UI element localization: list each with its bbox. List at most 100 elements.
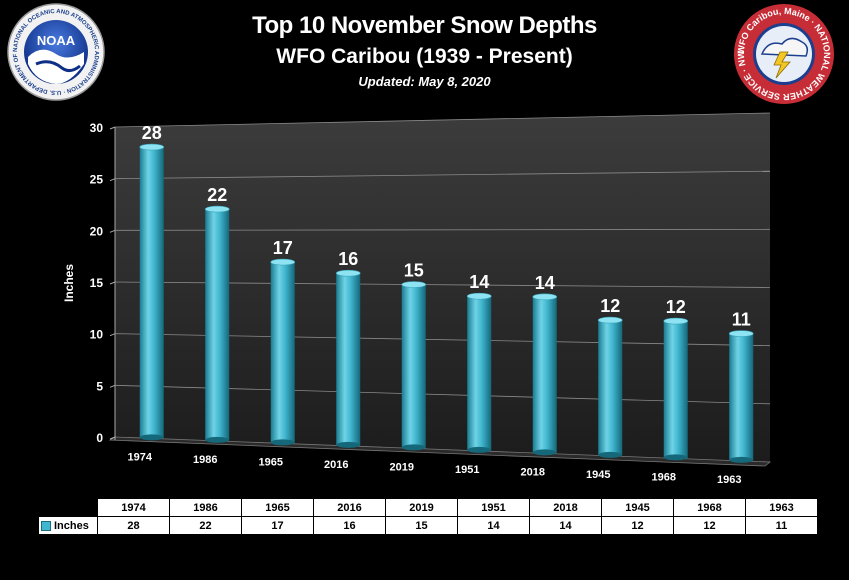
bar-base <box>139 434 164 441</box>
noaa-logo-text: NOAA <box>37 33 76 48</box>
bar-chart: 0 5 10 15 20 25 30 28 22 17 16 15 14 14 12 12 11 1974 19… <box>62 112 772 486</box>
table-value-cell: 28 <box>97 516 170 535</box>
table-header-cell: 2018 <box>529 498 602 517</box>
bar-base <box>270 439 295 446</box>
table-header-cell: 1965 <box>241 498 314 517</box>
legend-swatch-icon <box>41 520 51 531</box>
table-header-cell: 1968 <box>673 498 746 517</box>
bar <box>466 292 492 453</box>
legend-entry: Inches <box>38 516 98 535</box>
bar <box>597 316 623 458</box>
table-header-cell: 1986 <box>169 498 242 517</box>
bar-top <box>335 269 361 277</box>
y-tick-label: 15 <box>90 276 104 290</box>
table-value-cell: 14 <box>529 516 602 535</box>
bar-body <box>663 321 688 458</box>
bar-top <box>597 316 623 324</box>
bar-body <box>467 296 492 450</box>
bar-top <box>401 281 427 288</box>
x-tick-label: 1986 <box>193 454 217 466</box>
table-header-cell: 2016 <box>313 498 386 517</box>
table-value-cell: 14 <box>457 516 530 535</box>
table-header-cell: 1945 <box>601 498 674 517</box>
table-value-cell: 15 <box>385 516 458 535</box>
x-tick-label: 1951 <box>455 464 479 476</box>
table-value-cell: 12 <box>673 516 746 535</box>
x-tick-label: 2019 <box>390 461 414 473</box>
table-value-cell: 16 <box>313 516 386 535</box>
y-tick-mark <box>109 333 116 337</box>
table-header-cell: 1951 <box>457 498 530 517</box>
data-table-header-row: 1974 1986 1965 2016 2019 1951 2018 1945 1968 1963 <box>38 498 818 517</box>
y-tick-label: 0 <box>96 431 103 445</box>
bar <box>663 317 689 461</box>
y-tick-label: 20 <box>90 224 104 238</box>
data-label: 28 <box>142 123 162 143</box>
x-tick-label: 1963 <box>717 474 741 486</box>
table-value-cell: 11 <box>745 516 818 535</box>
y-tick-label: 30 <box>90 121 104 135</box>
bar-base <box>205 436 230 443</box>
noaa-logo-icon: NATIONAL OCEANIC AND ATMOSPHERIC ADMINIS… <box>6 2 105 101</box>
bar-body <box>401 284 426 448</box>
chart-title: Top 10 November Snow Depths <box>252 12 597 39</box>
bar-top <box>204 205 230 213</box>
x-tick-label: 2016 <box>324 459 348 471</box>
data-label: 15 <box>404 261 424 281</box>
data-table-value-row: Inches 28 22 17 16 15 14 14 12 12 11 <box>38 516 818 535</box>
updated-date: Updated: May 8, 2020 <box>358 74 491 89</box>
bar <box>139 143 165 441</box>
y-tick-label: 5 <box>96 379 103 393</box>
table-value-cell: 17 <box>241 516 314 535</box>
data-label: 12 <box>666 297 686 317</box>
data-table-corner <box>38 498 98 517</box>
y-tick-mark <box>109 229 116 233</box>
table-value-cell: 22 <box>169 516 242 535</box>
bar-base <box>598 451 623 458</box>
gridline <box>114 112 771 128</box>
bar <box>270 258 296 446</box>
data-label: 11 <box>732 310 751 330</box>
bar-body <box>270 262 295 443</box>
table-header-cell: 2019 <box>385 498 458 517</box>
bar <box>728 330 754 463</box>
bar-base <box>532 449 557 456</box>
bar-top <box>728 330 754 337</box>
y-tick-label: 10 <box>90 328 104 342</box>
y-tick-mark <box>109 384 116 388</box>
data-label: 14 <box>469 272 489 292</box>
chart-subtitle: WFO Caribou (1939 - Present) <box>276 45 573 68</box>
bar-base <box>467 446 492 453</box>
bar <box>401 281 427 451</box>
y-tick-mark <box>109 126 116 130</box>
bar-base <box>401 444 426 451</box>
bar-base <box>663 454 688 461</box>
gridline <box>114 170 771 180</box>
x-tick-label: 2018 <box>521 466 545 478</box>
bar-body <box>532 296 557 453</box>
data-label: 22 <box>207 185 227 205</box>
bar-base <box>729 456 754 463</box>
table-header-cell: 1974 <box>97 498 170 517</box>
y-tick-mark <box>109 178 116 182</box>
bar-body <box>336 273 361 445</box>
bar-top <box>663 317 689 325</box>
bar-top <box>139 143 165 151</box>
data-table: 1974 1986 1965 2016 2019 1951 2018 1945 1968 1963… <box>38 498 818 535</box>
data-label: 14 <box>535 273 555 293</box>
bar-top <box>532 293 558 301</box>
legend-series-name: Inches <box>54 519 89 532</box>
x-tick-label: 1974 <box>128 451 153 463</box>
x-tick-label: 1968 <box>652 471 676 483</box>
bar <box>532 293 558 456</box>
bar-body <box>139 147 164 438</box>
bar-top <box>466 292 492 300</box>
table-value-cell: 12 <box>601 516 674 535</box>
bar-body <box>205 209 230 440</box>
bar-top <box>270 258 296 266</box>
y-axis-label: Inches <box>62 264 76 302</box>
bar-body <box>598 320 623 455</box>
nws-logo-icon: WFO Caribou, Maine · NATIONAL WEATHER SE… <box>728 2 834 104</box>
bar-base <box>336 441 361 448</box>
x-tick-label: 1965 <box>259 456 283 468</box>
